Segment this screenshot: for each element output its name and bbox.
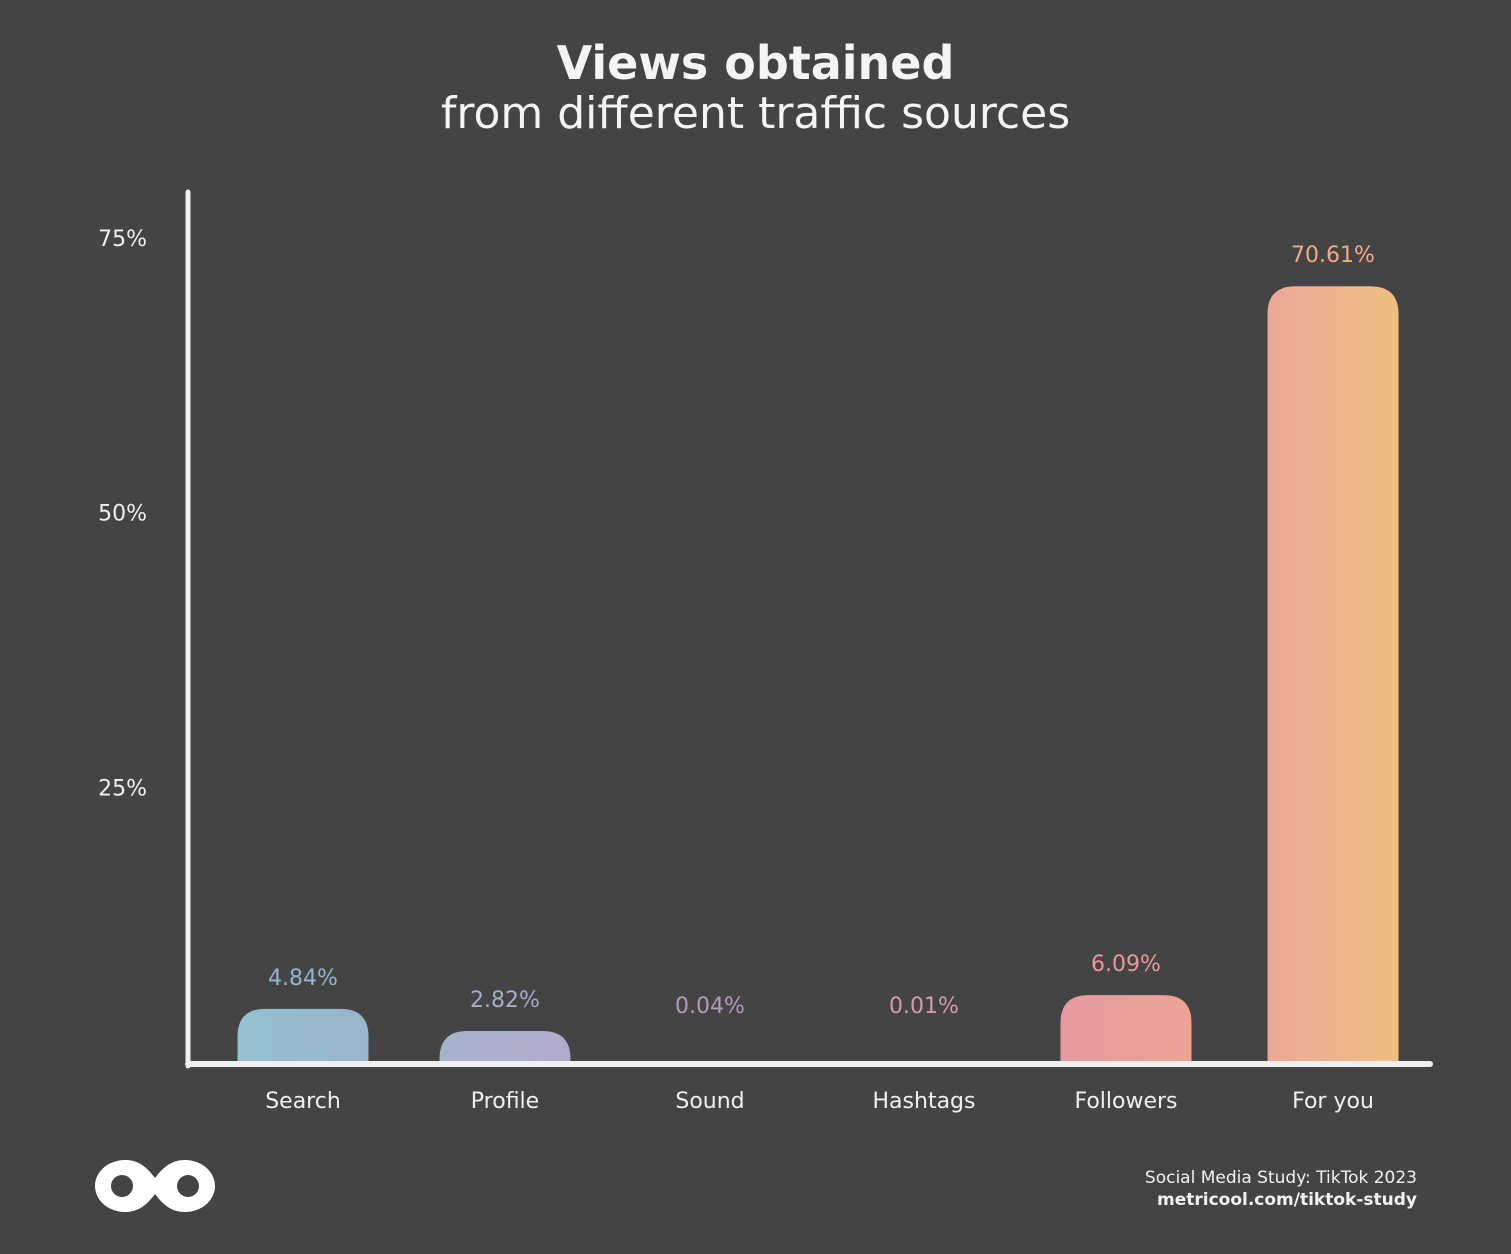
x-tick-label: Hashtags bbox=[873, 1089, 976, 1114]
data-label: 0.04% bbox=[675, 994, 745, 1019]
data-label: 70.61% bbox=[1291, 243, 1375, 268]
chart-title: Views obtained bbox=[556, 36, 955, 90]
bar-profile bbox=[439, 1031, 571, 1062]
x-tick-label: Profile bbox=[471, 1089, 539, 1114]
footer-url[interactable]: metricool.com/tiktok-study bbox=[1156, 1190, 1417, 1210]
chart-subtitle: from different traffic sources bbox=[440, 88, 1071, 139]
y-tick-label: 50% bbox=[98, 502, 147, 527]
data-label: 0.01% bbox=[889, 994, 959, 1019]
footer-source: Social Media Study: TikTok 2023 bbox=[1144, 1168, 1417, 1188]
data-label: 4.84% bbox=[268, 966, 338, 991]
metricool-logo-icon bbox=[95, 1160, 215, 1212]
y-tick-label: 75% bbox=[98, 227, 147, 252]
data-label: 2.82% bbox=[470, 988, 540, 1013]
x-tick-label: Followers bbox=[1074, 1089, 1177, 1114]
x-tick-label: Sound bbox=[675, 1089, 744, 1114]
bar-followers bbox=[1060, 995, 1192, 1062]
bar-for-you bbox=[1267, 286, 1399, 1063]
y-tick-label: 25% bbox=[98, 776, 147, 801]
data-label: 6.09% bbox=[1091, 952, 1161, 977]
bar-search bbox=[237, 1008, 369, 1062]
x-tick-label: Search bbox=[265, 1089, 341, 1114]
x-tick-label: For you bbox=[1292, 1089, 1374, 1114]
